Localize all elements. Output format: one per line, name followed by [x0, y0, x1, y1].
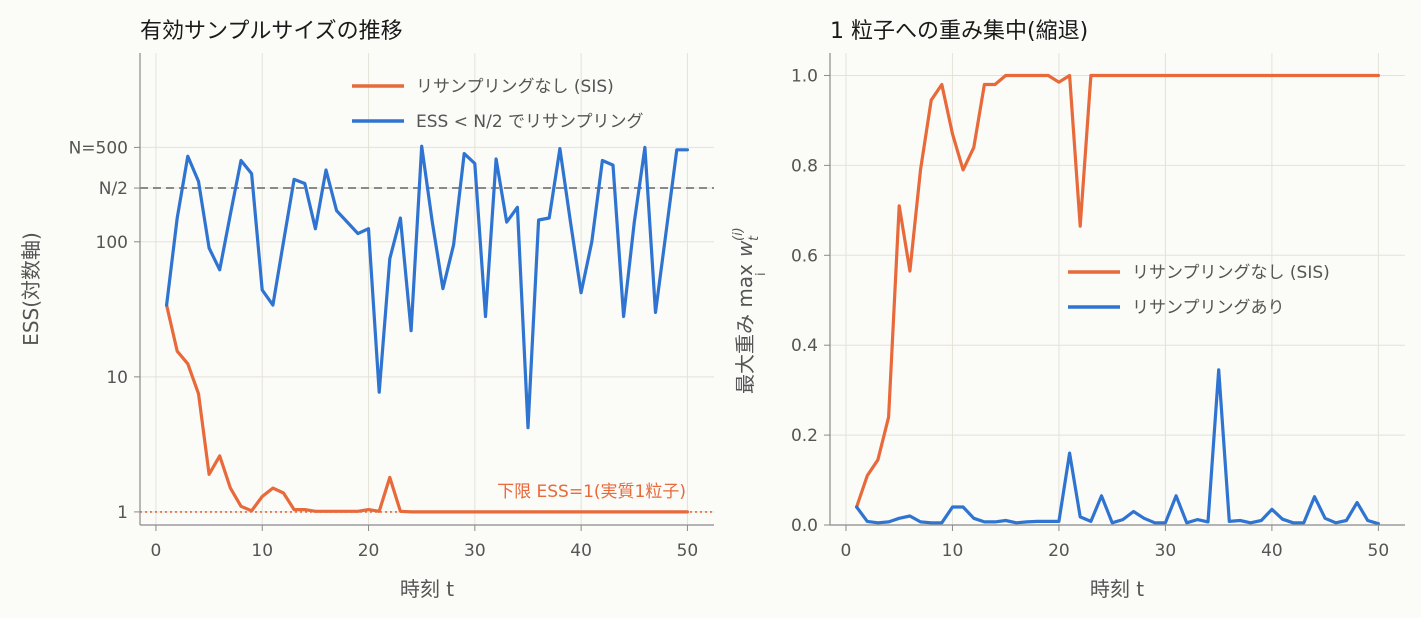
weight-legend-label-sis: リサンプリングなし (SIS) — [1132, 263, 1330, 283]
ess-y-tick-label: 100 — [96, 233, 128, 253]
ess-y-tick-label: N=500 — [69, 138, 128, 158]
weight-ticks: 0 10 20 30 40 50 0.0 0.2 0.4 0.6 0.8 1.0 — [791, 66, 1389, 561]
weight-y-label-var-sub: t — [747, 235, 762, 241]
ess-x-tick-label: 0 — [151, 541, 162, 561]
ess-x-label: 時刻 t — [400, 577, 454, 601]
ess-chart-title: 有効サンプルサイズの推移 — [140, 19, 403, 44]
weight-grid — [830, 53, 1405, 526]
weight-y-label-var-sup: (i) — [731, 227, 746, 241]
weight-y-tick-label: 0.8 — [791, 156, 818, 176]
weight-legend-label-resample: リサンプリングあり — [1132, 298, 1285, 318]
ess-legend-label-resample: ESS < N/2 でリサンプリング — [416, 112, 644, 132]
weight-x-tick-label: 30 — [1155, 541, 1177, 561]
weight-y-tick-label: 0.6 — [791, 246, 818, 266]
ess-x-tick-label: 10 — [251, 541, 273, 561]
ess-series-lines — [165, 144, 690, 514]
ess-axes — [139, 53, 714, 526]
weight-y-label-sub: i — [754, 272, 769, 276]
weight-x-tick-label: 10 — [942, 541, 964, 561]
ess-x-tick-label: 40 — [570, 541, 592, 561]
weight-chart-title: 1 粒子への重み集中(縮退) — [830, 19, 1088, 44]
weight-x-tick-label: 40 — [1261, 541, 1283, 561]
ess-floor-annotation: 下限 ESS=1(実質1粒子) — [497, 482, 686, 502]
ess-series-line-resample — [165, 144, 690, 430]
ess-y-tick-label: N/2 — [99, 179, 128, 199]
weight-x-tick-label: 20 — [1048, 541, 1070, 561]
weight-y-tick-label: 0.4 — [791, 336, 818, 356]
weight-legend: リサンプリングなし (SIS) リサンプリングあり — [1068, 263, 1330, 318]
weight-y-tick-label: 0.0 — [791, 516, 818, 536]
ess-y-tick-label: 1 — [117, 503, 128, 523]
weight-y-label-main: 最大重み max — [733, 264, 757, 394]
ess-ticks: 0 10 20 30 40 50 1 10 100 N/2 N=500 — [69, 138, 699, 561]
ess-x-tick-label: 50 — [677, 541, 699, 561]
weight-x-label: 時刻 t — [1090, 577, 1144, 601]
ess-series-line-sis — [165, 303, 690, 514]
ess-x-tick-label: 20 — [358, 541, 380, 561]
weight-x-tick-label: 50 — [1368, 541, 1390, 561]
weight-series-lines — [854, 73, 1381, 526]
weight-y-tick-label: 1.0 — [791, 66, 818, 86]
ess-legend: リサンプリングなし (SIS) ESS < N/2 でリサンプリング — [352, 77, 644, 132]
weight-y-tick-label: 0.2 — [791, 426, 818, 446]
ess-y-tick-label: 10 — [106, 368, 128, 388]
ess-y-label: ESS(対数軸) — [19, 232, 43, 346]
weight-chart: 1 粒子への重み集中(縮退) 0 10 20 30 40 50 0.0 0.2 0.4 0.6 0.… — [731, 19, 1405, 601]
weight-x-tick-label: 0 — [841, 541, 852, 561]
ess-x-tick-label: 30 — [464, 541, 486, 561]
weight-series-line-resample — [854, 368, 1381, 526]
weight-y-label-var: w — [733, 240, 757, 257]
weight-series-line-sis — [854, 73, 1381, 509]
weight-y-label: 最大重み max i w t (i) — [731, 227, 769, 394]
ess-legend-label-sis: リサンプリングなし (SIS) — [416, 77, 614, 97]
weight-axes — [829, 53, 1405, 526]
ess-chart: 有効サンプルサイズの推移 0 10 20 30 40 50 1 10 100 N/2 N=500 時… — [19, 19, 714, 601]
